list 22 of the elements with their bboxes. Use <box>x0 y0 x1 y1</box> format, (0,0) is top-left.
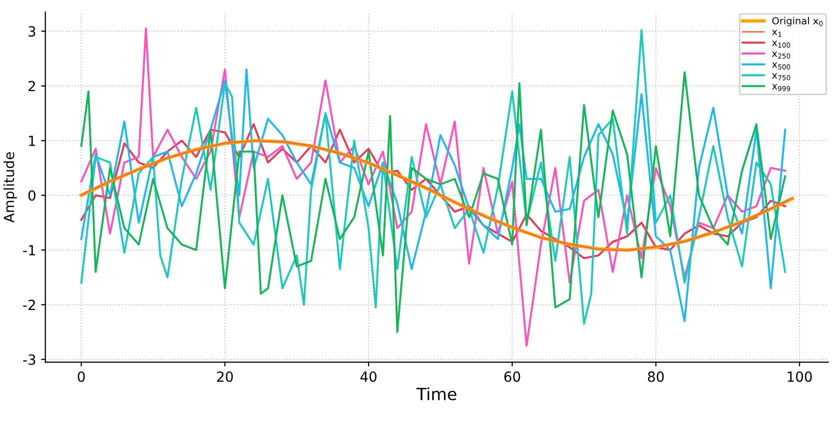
legend-label: x$_{250}$ <box>772 52 790 59</box>
y-tick-label: 2 <box>28 80 35 92</box>
x-tick-label: 100 <box>788 371 812 382</box>
legend-label: x$_{500}$ <box>772 62 790 70</box>
y-axis-title: Amplitude <box>3 152 17 223</box>
x-tick-label: 20 <box>217 371 233 382</box>
legend-label: x$_{750}$ <box>772 73 790 80</box>
x-tick-label: 80 <box>648 371 664 382</box>
x-tick-label: 40 <box>360 371 376 382</box>
y-tick-label: -1 <box>23 245 36 256</box>
x-tick-label: 0 <box>78 371 85 382</box>
y-tick-label: 1 <box>29 136 36 146</box>
y-tick-label: 0 <box>28 190 36 201</box>
legend-label: x$_{999}$ <box>772 84 790 92</box>
legend-label: x$_{1}$ <box>772 30 782 37</box>
y-tick-label: -3 <box>23 354 36 365</box>
y-tick-label: -2 <box>23 300 35 310</box>
x-tick-label: 60 <box>504 371 520 382</box>
y-tick-label: 3 <box>28 26 36 37</box>
x-axis-title: Time <box>416 387 456 400</box>
legend-label: x$_{100}$ <box>772 40 790 48</box>
legend-label: Original x$_{0}$ <box>772 16 823 26</box>
